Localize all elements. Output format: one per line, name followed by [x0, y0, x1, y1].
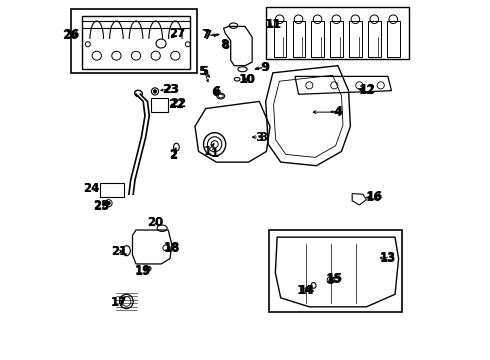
Text: 21: 21 [111, 245, 127, 258]
Bar [293, 21, 305, 57]
Bar [349, 21, 362, 57]
Text: 9: 9 [261, 61, 269, 74]
Text: 19: 19 [135, 265, 151, 278]
Text: 15: 15 [326, 273, 343, 286]
Bar [273, 21, 286, 57]
Text: 25: 25 [93, 199, 110, 212]
Text: 12: 12 [359, 84, 376, 96]
Text: 22: 22 [168, 98, 185, 111]
Text: 16: 16 [366, 191, 383, 204]
Bar [330, 21, 343, 57]
Text: 11: 11 [266, 18, 282, 31]
Bar [71, 9, 197, 73]
Text: 6: 6 [212, 85, 220, 98]
Text: 12: 12 [358, 84, 374, 97]
Text: 5: 5 [200, 64, 208, 77]
Circle shape [329, 278, 333, 282]
Text: 2: 2 [170, 149, 177, 162]
Text: 4: 4 [335, 105, 343, 118]
Text: 25: 25 [93, 198, 110, 212]
Text: 24: 24 [83, 183, 99, 195]
Text: 23: 23 [163, 84, 179, 96]
Text: 15: 15 [327, 272, 343, 285]
Circle shape [153, 90, 157, 93]
Text: 23: 23 [163, 83, 179, 96]
Circle shape [107, 202, 110, 205]
Text: 14: 14 [297, 284, 313, 297]
Text: 3: 3 [260, 131, 268, 144]
Text: 24: 24 [83, 182, 99, 195]
Text: 27: 27 [169, 27, 185, 40]
Text: 8: 8 [220, 38, 229, 51]
Text: 16: 16 [367, 190, 383, 203]
Text: 17: 17 [111, 296, 127, 309]
Bar [368, 21, 381, 57]
Bar [387, 21, 400, 57]
Text: 20: 20 [147, 216, 163, 229]
Text: 13: 13 [380, 252, 396, 265]
Text: 26: 26 [63, 29, 79, 42]
Text: 18: 18 [164, 242, 180, 255]
Text: 21: 21 [111, 245, 127, 258]
Text: 19: 19 [135, 264, 151, 277]
Text: 3: 3 [255, 131, 263, 144]
Text: 10: 10 [239, 73, 255, 86]
Text: 26: 26 [63, 28, 79, 41]
Text: 1: 1 [203, 145, 212, 158]
Text: 9: 9 [262, 60, 270, 73]
Text: 1: 1 [210, 147, 219, 160]
Text: 8: 8 [221, 39, 229, 52]
Text: 14: 14 [298, 284, 315, 297]
Text: 27: 27 [170, 27, 186, 40]
Text: 10: 10 [240, 73, 256, 86]
Text: 17: 17 [111, 296, 127, 309]
Text: 11: 11 [265, 18, 281, 31]
Text: 6: 6 [212, 86, 220, 99]
Text: 7: 7 [203, 29, 212, 42]
Bar [270, 230, 402, 312]
Text: 2: 2 [170, 148, 177, 162]
Text: 13: 13 [380, 251, 396, 264]
Text: 7: 7 [202, 28, 210, 41]
Text: 22: 22 [170, 97, 186, 110]
Text: 4: 4 [334, 105, 342, 119]
Text: 18: 18 [164, 241, 180, 255]
Text: 20: 20 [147, 216, 163, 229]
Bar [312, 21, 324, 57]
Text: 5: 5 [198, 65, 206, 78]
